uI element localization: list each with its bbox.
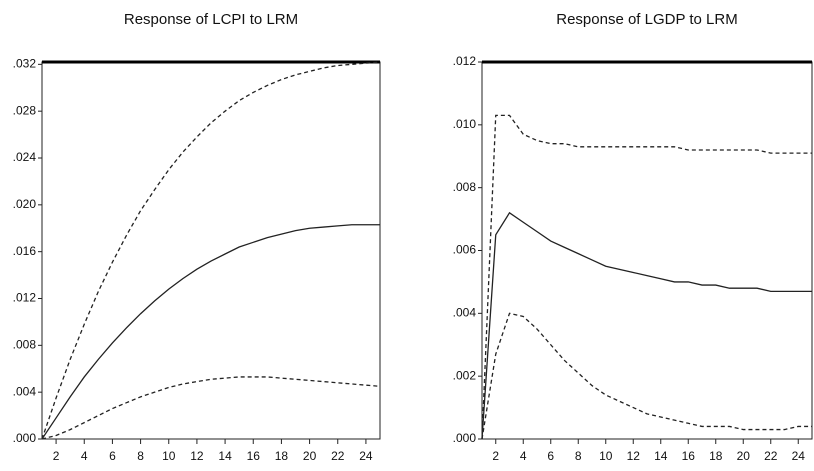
chart-title: Response of LGDP to LRM [556,11,737,28]
x-tick-label: 20 [303,449,317,463]
x-tick-label: 16 [247,449,261,463]
x-tick-label: 10 [162,449,176,463]
response-line [41,376,381,440]
x-tick-label: 8 [575,449,582,463]
y-tick-label: .012 [13,291,37,305]
x-tick-label: 6 [109,449,116,463]
plot-frame [41,61,381,440]
x-tick-label: 22 [764,449,778,463]
y-tick-label: .020 [13,197,37,211]
x-tick-label: 8 [137,449,144,463]
x-tick-label: 4 [520,449,527,463]
y-tick-label: .004 [13,384,37,398]
x-tick-label: 12 [627,449,641,463]
x-tick-label: 2 [492,449,499,463]
y-tick-label: .006 [453,243,477,257]
y-tick-label: .000 [453,431,477,445]
y-tick-label: .004 [453,306,477,320]
y-tick-label: .008 [13,338,37,352]
x-tick-label: 20 [737,449,751,463]
x-tick-label: 22 [331,449,345,463]
x-tick-label: 14 [654,449,668,463]
x-tick-label: 12 [190,449,204,463]
response-line [481,312,812,440]
y-tick-label: .016 [13,244,37,258]
x-tick-label: 4 [81,449,88,463]
x-tick-label: 6 [547,449,554,463]
y-tick-label: .008 [453,180,477,194]
x-tick-label: 2 [53,449,60,463]
x-tick-label: 18 [275,449,289,463]
x-tick-label: 10 [599,449,613,463]
y-tick-label: .024 [13,150,37,164]
response-line [41,61,381,440]
response-line [481,114,812,440]
x-tick-label: 18 [709,449,723,463]
y-tick-label: .028 [13,103,37,117]
response-line [41,224,380,440]
chart-title: Response of LCPI to LRM [124,11,298,28]
y-tick-label: .000 [13,431,37,445]
x-tick-label: 24 [359,449,373,463]
response-line [481,211,812,440]
x-tick-label: 14 [218,449,232,463]
y-tick-label: .010 [453,117,477,131]
x-tick-label: 16 [682,449,696,463]
y-tick-label: .012 [453,54,477,68]
y-tick-label: .002 [453,368,477,382]
y-tick-label: .032 [13,57,37,71]
plot-frame [481,61,813,440]
x-tick-label: 24 [792,449,806,463]
